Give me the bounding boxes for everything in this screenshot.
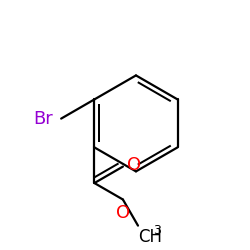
Text: CH: CH: [138, 228, 162, 246]
Text: O: O: [116, 204, 130, 222]
Text: 3: 3: [153, 224, 161, 237]
Text: Br: Br: [33, 110, 53, 128]
Text: O: O: [127, 156, 141, 174]
